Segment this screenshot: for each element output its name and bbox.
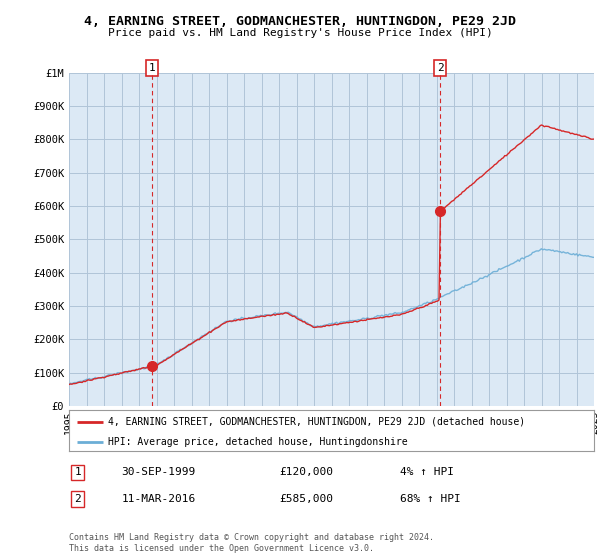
Text: Price paid vs. HM Land Registry's House Price Index (HPI): Price paid vs. HM Land Registry's House … (107, 28, 493, 38)
Text: HPI: Average price, detached house, Huntingdonshire: HPI: Average price, detached house, Hunt… (109, 437, 408, 447)
Text: 11-MAR-2016: 11-MAR-2016 (121, 494, 196, 504)
Text: 4, EARNING STREET, GODMANCHESTER, HUNTINGDON, PE29 2JD: 4, EARNING STREET, GODMANCHESTER, HUNTIN… (84, 15, 516, 28)
Text: 1: 1 (74, 467, 81, 477)
Text: 4% ↑ HPI: 4% ↑ HPI (400, 467, 454, 477)
Text: Contains HM Land Registry data © Crown copyright and database right 2024.
This d: Contains HM Land Registry data © Crown c… (69, 533, 434, 553)
Text: £585,000: £585,000 (279, 494, 333, 504)
Text: 30-SEP-1999: 30-SEP-1999 (121, 467, 196, 477)
Text: 2: 2 (74, 494, 81, 504)
Text: 2: 2 (437, 63, 443, 73)
Text: 1: 1 (149, 63, 155, 73)
Text: 68% ↑ HPI: 68% ↑ HPI (400, 494, 461, 504)
Text: 4, EARNING STREET, GODMANCHESTER, HUNTINGDON, PE29 2JD (detached house): 4, EARNING STREET, GODMANCHESTER, HUNTIN… (109, 417, 526, 427)
Text: £120,000: £120,000 (279, 467, 333, 477)
